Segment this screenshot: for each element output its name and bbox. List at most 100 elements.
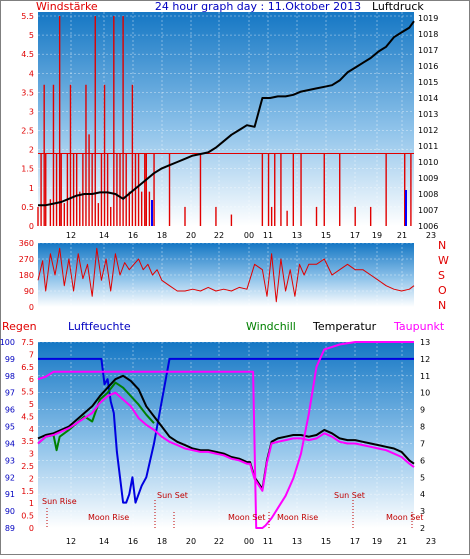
wind-tick-label: 3 [29, 107, 34, 116]
pressure-tick-label: 1008 [418, 190, 438, 199]
pressure-tick-label: 1016 [418, 62, 438, 71]
regen-tick-label: 7 [29, 350, 34, 359]
time-tick-label-bottom: 19 [372, 537, 382, 546]
temperature-line [37, 374, 415, 491]
temperature-tick-label: 6 [420, 456, 425, 465]
humidity-tick-label: 93 [5, 456, 15, 465]
regen-tick-label: 0.5 [21, 512, 34, 521]
pressure-tick-label: 1014 [418, 94, 438, 103]
regen-tick-label: 3.5 [21, 437, 34, 446]
pressure-tick-label: 1019 [418, 14, 438, 23]
regen-tick-label: 0 [29, 524, 34, 533]
regen-tick-label: 5 [29, 400, 34, 409]
regen-tick-label: 2.5 [21, 462, 34, 471]
compass-label: W [438, 254, 449, 267]
temperature-tick-label: 8 [420, 423, 425, 432]
time-tick-label-bottom: 00 [244, 537, 254, 546]
regen-tick-label: 4 [29, 425, 34, 434]
humidity-tick-label: 99 [5, 355, 15, 364]
humidity-tick-label: 91 [5, 490, 15, 499]
regen-tick-label: 4.5 [21, 412, 34, 421]
direction-tick-label: 0 [29, 303, 34, 312]
time-tick-label-top: 11 [263, 231, 273, 240]
direction-tick-label: 270 [19, 255, 34, 264]
windchill-line [37, 381, 155, 452]
pressure-tick-label: 1013 [418, 110, 438, 119]
pressure-tick-label: 1017 [418, 46, 438, 55]
regen-tick-label: 6.5 [21, 363, 34, 372]
pressure-tick-label: 1010 [418, 158, 438, 167]
regen-tick-label: 5.5 [21, 388, 34, 397]
temperature-tick-label: 2 [420, 524, 425, 533]
wind-tick-label: 4 [29, 69, 34, 78]
time-tick-label-top: 14 [99, 231, 109, 240]
humidity-tick-label: 94 [5, 439, 15, 448]
moon-set-label-2: Moon Set [386, 513, 423, 522]
sun-rise-label: Sun Rise [42, 497, 77, 506]
humidity-tick-label: 96 [5, 406, 15, 415]
temperature-label: Temperatur [312, 320, 377, 333]
moon-rise-label-1: Moon Rise [88, 513, 129, 522]
time-tick-label-top: 18 [157, 231, 167, 240]
time-tick-label-bottom: 22 [214, 537, 224, 546]
pressure-axis-label: Luftdruck [372, 0, 424, 13]
humidity-label: Luftfeuchte [68, 320, 131, 333]
direction-tick-label: 180 [19, 271, 34, 280]
sun-set-label-2: Sun Set [334, 491, 365, 500]
grid-lines [38, 12, 414, 529]
temperature-tick-label: 12 [420, 355, 430, 364]
humidity-line [38, 357, 414, 504]
time-tick-label-bottom: 18 [157, 537, 167, 546]
humidity-tick-label: 92 [5, 473, 15, 482]
time-tick-label-bottom: 14 [99, 537, 109, 546]
compass-label: O [438, 284, 447, 297]
wind-tick-label: 1 [29, 184, 34, 193]
time-tick-label-top: 13 [292, 231, 302, 240]
humidity-tick-label: 97 [5, 389, 15, 398]
wind-axis-label: Windstärke [36, 0, 98, 13]
moon-set-label-1: Moon Set [228, 513, 265, 522]
dewpoint-label: Taupunkt [393, 320, 445, 333]
wind-tick-label: 1.5 [21, 165, 34, 174]
regen-label: Regen [2, 320, 37, 333]
axis-ticks: 00.511.522.533.544.555.51006100710081009… [0, 12, 438, 546]
chart-title: 24 hour graph day : 11.Oktober 2013 [155, 0, 361, 13]
time-tick-label-bottom: 17 [350, 537, 360, 546]
time-tick-label-bottom: 15 [321, 537, 331, 546]
wind-tick-label: 5 [29, 31, 34, 40]
time-tick-label-bottom: 16 [128, 537, 138, 546]
time-tick-label-top: 15 [321, 231, 331, 240]
humidity-tick-label: 90 [5, 507, 15, 516]
regen-tick-label: 2 [29, 474, 34, 483]
sun-set-label-1: Sun Set [157, 491, 188, 500]
wind-direction-line [37, 247, 415, 303]
wind-tick-label: 2.5 [21, 127, 34, 136]
compass-label: N [438, 239, 446, 252]
windchill-label: Windchill [246, 320, 296, 333]
compass-label: S [438, 269, 445, 282]
time-tick-label-top: 23 [426, 231, 436, 240]
top-panel [38, 12, 414, 226]
time-tick-label-bottom: 20 [186, 537, 196, 546]
pressure-tick-label: 1015 [418, 78, 438, 87]
bottom-panel [38, 342, 414, 528]
time-tick-label-top: 17 [350, 231, 360, 240]
time-tick-label-top: 22 [214, 231, 224, 240]
time-tick-label-bottom: 12 [66, 537, 76, 546]
humidity-tick-label: 95 [5, 423, 15, 432]
compass-label: N [438, 299, 446, 312]
regen-tick-label: 1.5 [21, 487, 34, 496]
time-tick-label-top: 20 [186, 231, 196, 240]
direction-tick-label: 90 [24, 287, 34, 296]
pressure-line [38, 20, 415, 207]
wind-tick-label: 3.5 [21, 88, 34, 97]
temperature-tick-label: 7 [420, 439, 425, 448]
regen-tick-label: 1 [29, 499, 34, 508]
pressure-tick-label: 1006 [418, 222, 438, 231]
temperature-tick-label: 10 [420, 389, 430, 398]
pressure-tick-label: 1011 [418, 142, 438, 151]
temperature-tick-label: 3 [420, 507, 425, 516]
direction-tick-label: 360 [19, 239, 34, 248]
